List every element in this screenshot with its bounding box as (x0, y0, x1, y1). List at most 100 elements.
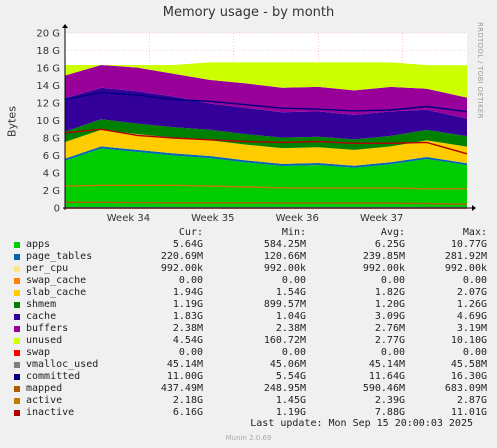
legend-row-cache: cache 1.83G 1.04G 3.09G 4.69G (10, 311, 490, 323)
legend-cur: 2.18G (172, 395, 203, 406)
legend-min: 1.54G (275, 287, 306, 298)
legend-name: per_cpu (26, 263, 69, 274)
legend-cur: 437.49M (160, 383, 203, 394)
legend-cur: 5.64G (172, 239, 203, 250)
legend-min: 1.19G (275, 407, 306, 418)
legend-cur: 1.94G (172, 287, 203, 298)
legend-max: 10.10G (450, 335, 487, 346)
legend-swatch (14, 254, 20, 260)
legend-name: apps (26, 239, 51, 250)
legend-name: swap_cache (26, 275, 87, 286)
legend-row-swap-cache: swap_cache 0.00 0.00 0.00 0.00 (10, 275, 490, 287)
legend-name: active (26, 395, 63, 406)
y-axis-label: Bytes (5, 106, 19, 137)
y-tick-label: 2 G (43, 186, 60, 197)
legend-cur: 6.16G (172, 407, 203, 418)
y-tick-label: 0 (54, 204, 60, 215)
legend-cur: 11.00G (166, 371, 203, 382)
legend-row-slab-cache: slab_cache 1.94G 1.54G 1.82G 2.07G (10, 287, 490, 299)
memory-chart: 0 2 G 4 G 6 G 8 G 10 G 12 G 14 G 16 G 18 G 20 G We… (36, 24, 476, 224)
last-update: Last update: Mon Sep 15 20:00:03 2025 (250, 418, 473, 429)
legend-avg: 0.00 (380, 347, 405, 358)
x-tick-label: Week 37 (360, 213, 403, 224)
area-shmem (65, 119, 467, 150)
legend-row-buffers: buffers 2.38M 2.38M 2.76M 3.19M (10, 323, 490, 335)
y-tick-label: 8 G (43, 134, 60, 145)
legend-max: 683.09M (444, 383, 487, 394)
legend-swatch (14, 410, 20, 416)
legend-min: 248.95M (263, 383, 306, 394)
legend-name: slab_cache (26, 287, 87, 298)
legend-min: 120.66M (263, 251, 306, 262)
legend-name: cache (26, 311, 57, 322)
line-inactive (64, 128, 468, 155)
legend-min: 992.00k (263, 263, 306, 274)
legend-avg: 1.82G (374, 287, 405, 298)
legend-name: swap (26, 347, 51, 358)
legend-max: 992.00k (444, 263, 487, 274)
legend-name: vmalloc_used (26, 359, 99, 370)
legend-cur: 992.00k (160, 263, 203, 274)
legend-cur: 1.19G (172, 299, 203, 310)
legend-row-swap: swap 0.00 0.00 0.00 0.00 (10, 347, 490, 359)
legend-avg: 992.00k (362, 263, 405, 274)
legend-swatch (14, 362, 20, 368)
y-tick-label: 14 G (36, 81, 60, 92)
legend-row-per-cpu: per_cpu 992.00k 992.00k 992.00k 992.00k (10, 263, 490, 275)
legend-max: 10.77G (450, 239, 487, 250)
legend-max: 0.00 (462, 275, 487, 286)
legend-max: 2.07G (456, 287, 487, 298)
area-buffers (65, 65, 467, 119)
y-axis-ticks: 0 2 G 4 G 6 G 8 G 10 G 12 G 14 G 16 G 18 G 20 G (36, 29, 60, 215)
y-tick-label: 10 G (36, 116, 60, 127)
legend-cur: 1.83G (172, 311, 203, 322)
legend-name: unused (26, 335, 63, 346)
legend-avg: 0.00 (380, 275, 405, 286)
legend-row-active: active 2.18G 1.45G 2.39G 2.87G (10, 395, 490, 407)
legend-max: 0.00 (462, 347, 487, 358)
area-slab-cache (65, 129, 467, 166)
legend-avg: 590.46M (362, 383, 405, 394)
legend-row-page-tables: page_tables 220.69M 120.66M 239.85M 281.92M (10, 251, 490, 263)
x-tick-label: Week 34 (107, 213, 150, 224)
legend-row-vmalloc-used: vmalloc_used 45.14M 45.06M 45.14M 45.58M (10, 359, 490, 371)
legend-max: 11.01G (450, 407, 487, 418)
legend-row-apps: apps 5.64G 584.25M 6.25G 10.77G (10, 239, 490, 251)
header-cur: Cur: (178, 227, 203, 238)
stacked-areas (65, 62, 467, 208)
line-committed (64, 91, 468, 113)
legend-swatch (14, 326, 20, 332)
chart-title: Memory usage - by month (162, 5, 335, 20)
legend-max: 16.30G (450, 371, 487, 382)
legend-avg: 11.64G (368, 371, 405, 382)
area-page-tables (65, 146, 467, 168)
munin-version: Munin 2.0.69 (225, 434, 272, 442)
legend-swatch (14, 374, 20, 380)
legend-name: shmem (26, 299, 57, 310)
legend-min: 5.54G (275, 371, 306, 382)
header-min: Min: (281, 227, 306, 238)
y-tick-label: 18 G (36, 46, 60, 57)
legend-min: 1.04G (275, 311, 306, 322)
header-avg: Avg: (380, 227, 405, 238)
legend-min: 160.72M (263, 335, 306, 346)
legend-min: 899.57M (263, 299, 306, 310)
y-axis-arrow (62, 24, 68, 28)
legend-max: 3.19M (456, 323, 487, 334)
area-cache (65, 87, 467, 140)
legend-swatch (14, 242, 20, 248)
legend-avg: 239.85M (362, 251, 405, 262)
legend-cur: 220.69M (160, 251, 203, 262)
legend-row-unused: unused 4.54G 160.72M 2.77G 10.10G (10, 335, 490, 347)
area-apps (65, 148, 467, 208)
legend-max: 1.26G (456, 299, 487, 310)
legend-avg: 3.09G (374, 311, 405, 322)
x-axis-arrow (472, 205, 476, 211)
rrdtool-credit: RRDTOOL / TOBI OETIKER (476, 22, 484, 119)
legend-min: 2.38M (275, 323, 306, 334)
legend-row-mapped: mapped 437.49M 248.95M 590.46M 683.09M (10, 383, 490, 395)
line-mapped (65, 201, 468, 205)
legend-swatch (14, 266, 20, 272)
y-tick-label: 4 G (43, 169, 60, 180)
legend-avg: 2.76M (374, 323, 405, 334)
